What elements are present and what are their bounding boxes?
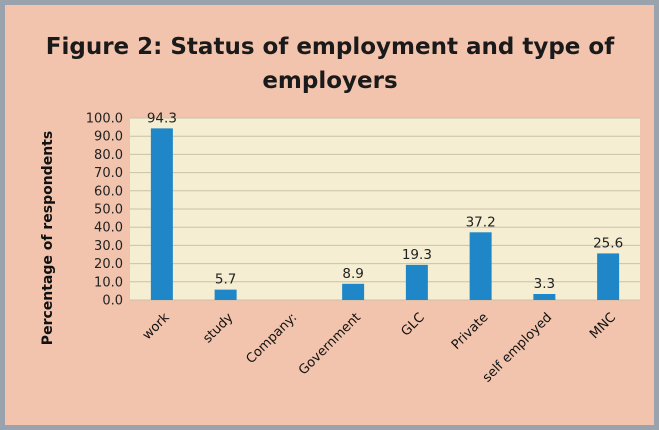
- data-label: 94.3: [147, 110, 177, 126]
- x-category-label: MNC: [587, 310, 619, 342]
- chart-title: Figure 2: Status of employment and type …: [45, 34, 615, 94]
- x-category-label: self employed: [480, 310, 555, 385]
- bar: [533, 293, 556, 300]
- y-tick-label: 50.0: [94, 203, 123, 218]
- x-category-label: Private: [449, 310, 492, 353]
- y-tick-label: 0.0: [102, 294, 123, 309]
- bar: [342, 283, 365, 300]
- data-label: 25.6: [593, 235, 623, 251]
- y-tick-label: 60.0: [94, 184, 123, 199]
- y-tick-label: 40.0: [94, 221, 123, 236]
- bar: [150, 128, 173, 300]
- y-tick-label: 70.0: [94, 166, 123, 181]
- y-tick-label: 100.0: [86, 112, 123, 127]
- data-label: 37.2: [466, 214, 496, 230]
- bar: [597, 253, 620, 300]
- y-tick-label: 20.0: [94, 257, 123, 272]
- x-category-label: GLC: [398, 310, 427, 339]
- data-label: 8.9: [342, 266, 363, 282]
- x-category-label: work: [140, 310, 173, 343]
- bar: [214, 289, 237, 300]
- y-tick-label: 30.0: [94, 239, 123, 254]
- y-tick-label: 80.0: [94, 148, 123, 163]
- x-category-label: study: [200, 310, 236, 346]
- bar: [469, 232, 492, 300]
- data-label: 19.3: [402, 247, 432, 263]
- y-axis-label: Percentage of respondents: [40, 131, 56, 345]
- x-category-label: Company:: [243, 310, 300, 367]
- x-category-label: Government: [296, 310, 364, 378]
- data-label: 3.3: [534, 276, 555, 292]
- y-tick-label: 90.0: [94, 130, 123, 145]
- bar: [405, 264, 428, 300]
- y-tick-label: 10.0: [94, 275, 123, 290]
- data-label: 5.7: [215, 272, 236, 288]
